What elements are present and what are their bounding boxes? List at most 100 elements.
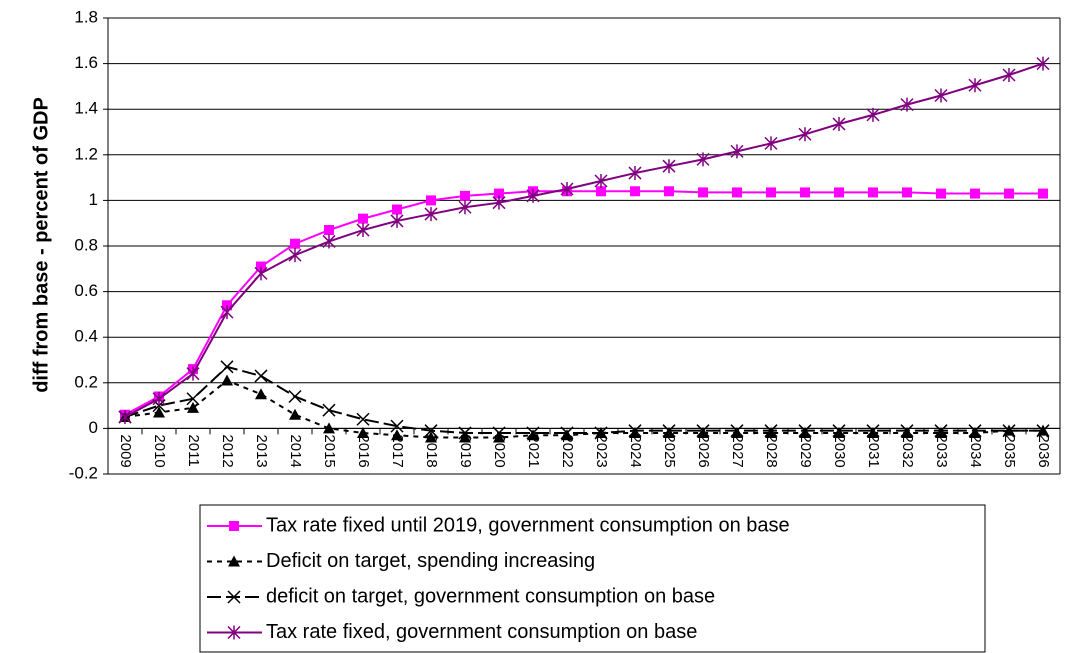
- data-point: [936, 188, 946, 199]
- legend-label: Deficit on target, spending increasing: [266, 550, 595, 572]
- y-tick-label: 1: [89, 190, 98, 209]
- data-point: [458, 200, 472, 215]
- y-tick-label: 0.2: [74, 372, 98, 391]
- data-point: [560, 426, 574, 440]
- data-point: [731, 426, 743, 438]
- data-point: [866, 424, 880, 438]
- data-point: [1002, 68, 1016, 82]
- data-point: [664, 186, 674, 197]
- data-point: [1038, 188, 1048, 199]
- data-point: [221, 374, 233, 386]
- data-point: [764, 136, 778, 151]
- data-point: [764, 424, 778, 438]
- data-point: [527, 429, 539, 441]
- series-line: [124, 379, 1043, 439]
- series-line: [124, 190, 1043, 416]
- data-point: [425, 431, 437, 443]
- data-point: [254, 369, 268, 383]
- data-point: [458, 426, 472, 440]
- legend-label: Tax rate fixed until 2019, government co…: [266, 514, 790, 536]
- x-tick-label: 2022: [559, 434, 576, 467]
- y-tick-label: 1.6: [74, 53, 98, 72]
- y-tick-label: 1.8: [74, 7, 98, 26]
- x-tick-label: 2027: [729, 434, 746, 467]
- data-point: [255, 388, 267, 400]
- data-point: [560, 182, 574, 196]
- data-point: [392, 204, 402, 215]
- data-point: [152, 391, 166, 406]
- legend-label: Tax rate fixed, government consumption o…: [266, 621, 697, 643]
- data-point: [799, 426, 811, 438]
- data-point: [732, 187, 742, 198]
- data-point: [289, 408, 301, 420]
- data-point: [934, 424, 948, 438]
- x-tick-label: 2035: [1001, 434, 1018, 467]
- y-tick-label: -0.2: [69, 463, 98, 482]
- y-tick-label: 0.4: [74, 327, 98, 346]
- data-point: [902, 187, 912, 198]
- data-point: [833, 426, 845, 438]
- data-point: [662, 424, 676, 438]
- data-point: [1036, 424, 1050, 438]
- data-point: [628, 166, 642, 181]
- data-point: [798, 127, 812, 142]
- data-point: [492, 426, 506, 440]
- data-point: [596, 186, 606, 197]
- data-point: [663, 426, 675, 438]
- data-point: [800, 187, 810, 198]
- data-point: [426, 195, 436, 206]
- data-point: [1004, 188, 1014, 199]
- data-point: [766, 187, 776, 198]
- data-point: [186, 366, 200, 381]
- x-tick-label: 2019: [457, 434, 474, 467]
- x-tick-label: 2025: [661, 434, 678, 467]
- legend-marker: [227, 625, 241, 640]
- data-point: [424, 207, 438, 222]
- data-point: [357, 426, 369, 438]
- data-point: [798, 424, 812, 438]
- data-point: [254, 266, 268, 281]
- x-tick-label: 2020: [491, 434, 508, 467]
- x-tick-label: 2036: [1035, 434, 1052, 467]
- data-point: [390, 213, 404, 228]
- data-point: [832, 117, 846, 132]
- x-tick-label: 2032: [899, 434, 916, 467]
- data-point: [493, 431, 505, 443]
- data-point: [969, 426, 981, 438]
- x-tick-label: 2033: [933, 434, 950, 467]
- x-tick-label: 2010: [151, 434, 168, 467]
- data-point: [1036, 56, 1050, 71]
- series-line: [124, 365, 1043, 434]
- x-tick-label: 2018: [423, 434, 440, 467]
- data-point: [220, 305, 234, 320]
- data-point: [900, 97, 914, 112]
- data-point: [322, 403, 336, 417]
- legend-label: deficit on target, government consumptio…: [266, 585, 715, 607]
- x-tick-label: 2029: [797, 434, 814, 467]
- data-point: [324, 225, 334, 236]
- data-point: [288, 389, 302, 404]
- series-line: [124, 62, 1044, 418]
- data-point: [935, 426, 947, 438]
- data-point: [220, 360, 234, 374]
- data-point: [118, 410, 132, 424]
- x-tick-label: 2028: [763, 434, 780, 467]
- data-point: [290, 238, 300, 249]
- data-point: [730, 144, 744, 159]
- data-point: [866, 107, 880, 122]
- data-point: [424, 424, 438, 438]
- data-point: [323, 422, 335, 434]
- data-point: [629, 426, 641, 438]
- legend-marker: [228, 555, 240, 567]
- data-point: [358, 213, 368, 224]
- data-point: [901, 426, 913, 438]
- data-point: [970, 188, 980, 199]
- data-point: [765, 426, 777, 438]
- x-tick-label: 2030: [831, 434, 848, 467]
- data-point: [697, 426, 709, 438]
- x-tick-label: 2011: [185, 434, 202, 466]
- data-point: [459, 431, 471, 443]
- x-tick-label: 2013: [253, 434, 270, 467]
- y-tick-label: 1.4: [74, 99, 98, 118]
